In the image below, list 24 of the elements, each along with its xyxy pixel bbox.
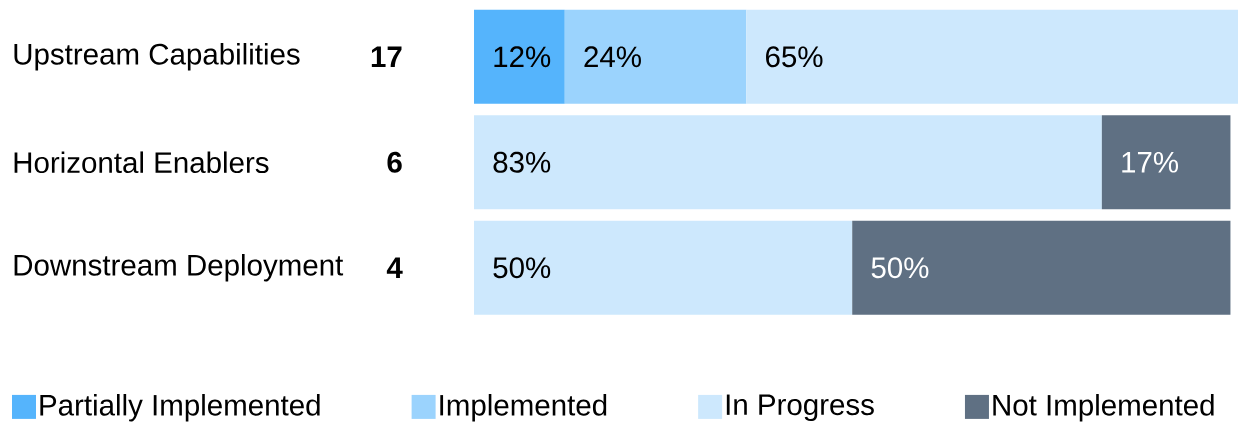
bar: [564, 9, 747, 104]
bar: [746, 9, 1239, 104]
data-label: 17%: [1122, 151, 1179, 173]
y-tick-label: Downstream Deployment: [14, 254, 344, 282]
bar: [1101, 115, 1231, 210]
data-label: 65%: [766, 46, 823, 68]
data-label: 50%: [871, 257, 929, 279]
text: 6: [387, 151, 402, 173]
y-tick-label: Horizontal Enablers: [14, 151, 269, 174]
legend-label: Partially Implemented: [40, 394, 320, 422]
legend-label: Implemented: [440, 394, 607, 422]
data-label: 12%: [494, 46, 551, 68]
bar: [474, 115, 1102, 210]
data-label: 83%: [493, 151, 551, 173]
data-label: 24%: [584, 46, 641, 68]
bar: [474, 9, 565, 104]
y-tick-label: Upstream Capabilities: [14, 43, 300, 71]
data-label: 50%: [493, 257, 551, 279]
legend-label: In Progress: [726, 394, 874, 421]
bar: [474, 220, 853, 315]
legend-label: Not Implemented: [993, 394, 1214, 422]
bar: [852, 220, 1231, 315]
text: 4: [386, 257, 403, 278]
text: 17: [371, 46, 402, 67]
